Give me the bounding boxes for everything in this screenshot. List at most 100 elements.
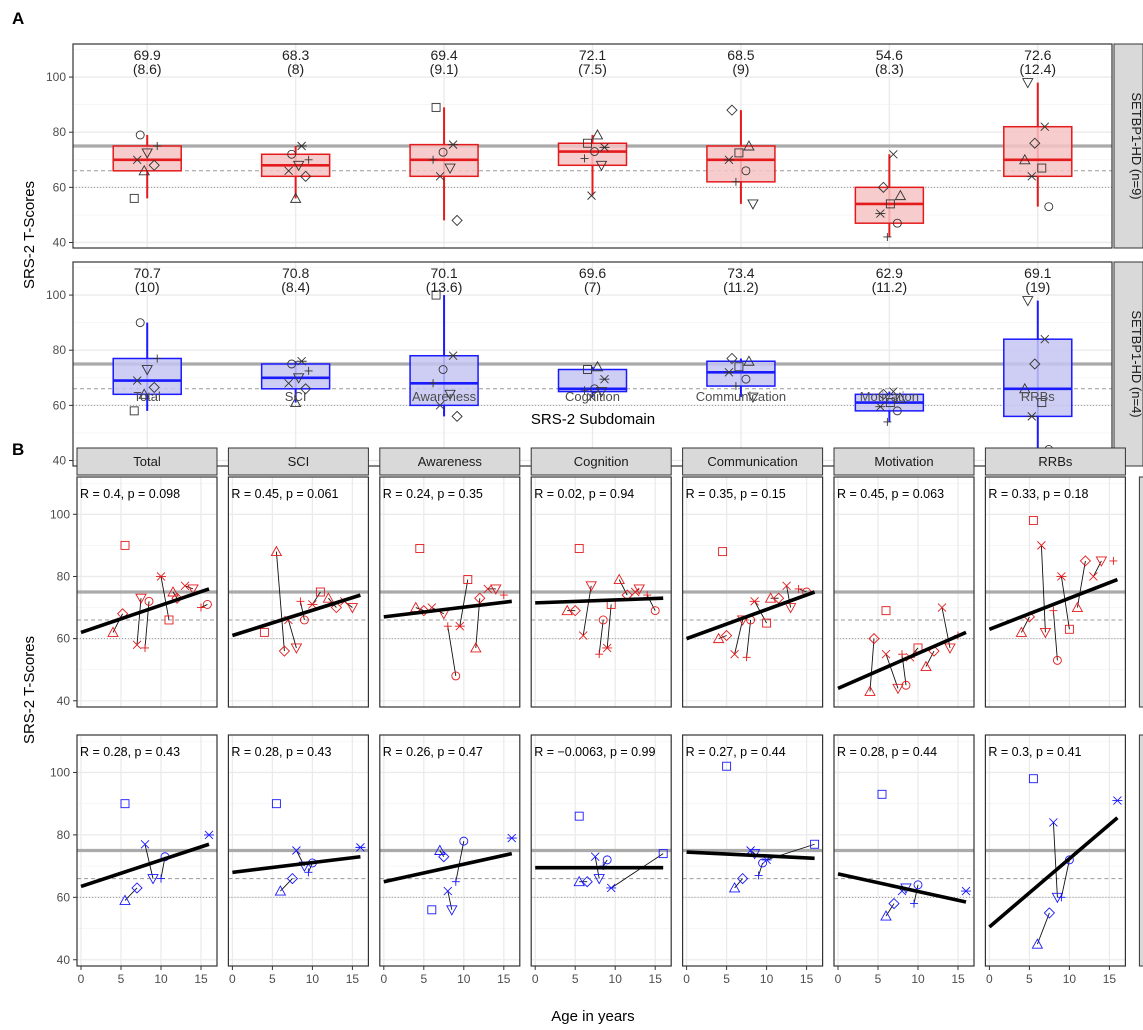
mean-label: 70.7 [134, 265, 161, 281]
sd-label: (19) [1025, 279, 1050, 295]
data-point [602, 643, 613, 653]
data-point [1043, 907, 1056, 919]
data-point [864, 685, 876, 696]
data-point [290, 643, 303, 654]
box-facet: 70.7(10)70.8(8.4)70.1(13.6)69.6(7)73.4(1… [46, 261, 1143, 467]
x-tick-label: 10 [609, 972, 623, 986]
regression-line [686, 850, 815, 861]
trajectory-line [136, 598, 142, 645]
scatter-facet: R = 0.45, p = 0.061 [227, 476, 369, 708]
x-tick-label: 0 [835, 972, 842, 986]
box-iqr [409, 354, 479, 407]
scatter-facet: R = 0.3, p = 0.41 0 5 10 15 [984, 734, 1127, 986]
sd-label: (8.3) [875, 61, 904, 77]
x-tick-label: 15 [951, 972, 965, 986]
data-point [944, 643, 956, 654]
data-point [920, 660, 932, 672]
x-tick-label: 10 [1063, 972, 1077, 986]
data-point [590, 147, 599, 156]
data-point [892, 406, 902, 416]
x-tick-label: 10 [154, 972, 168, 986]
data-point [758, 858, 768, 868]
facet-strip [1113, 43, 1143, 249]
correlation-label: R = 0.28, p = 0.43 [231, 745, 331, 759]
data-point [1028, 516, 1038, 525]
data-point [307, 600, 318, 609]
y-tick-label: 60 [53, 180, 67, 194]
data-point [284, 378, 293, 388]
data-point [287, 359, 297, 369]
data-point [470, 642, 482, 653]
facet-border [227, 476, 369, 708]
data-point [135, 318, 145, 328]
scatter-facet: R = 0.26, p = 0.47 0 5 10 15 [379, 734, 521, 986]
scatter-facet: R = 0.35, p = 0.15 [681, 476, 824, 708]
data-point [1026, 172, 1037, 181]
data-point [429, 155, 438, 164]
data-point [506, 833, 517, 843]
x-tick-label: RRBs [1021, 389, 1055, 404]
trajectory-line [160, 576, 170, 621]
sd-label: (8) [287, 61, 304, 77]
data-point [454, 621, 465, 631]
data-point [346, 603, 359, 614]
data-point [1028, 774, 1038, 784]
data-point [129, 406, 139, 416]
panel-a: 69.9(8.6) 68.3(8) 69.4(9.1) 72.1(7.5) 68.5(9… [46, 43, 1143, 470]
regression-line [988, 577, 1119, 631]
x-tick-label: 10 [457, 972, 471, 986]
facet-strip-label: Awareness [418, 454, 483, 469]
data-point [451, 671, 461, 681]
scatter-facet: R = 0.02, p = 0.94 [530, 476, 672, 708]
data-point [723, 367, 734, 377]
data-point [451, 410, 463, 423]
correlation-label: R = 0.28, p = 0.43 [80, 745, 180, 759]
data-point [141, 643, 149, 652]
correlation-label: R = 0.28, p = 0.44 [837, 745, 937, 759]
scatter-facet: R = 0.33, p = 0.18 [984, 476, 1127, 708]
data-point [197, 603, 205, 612]
data-point [435, 172, 445, 181]
data-point [483, 584, 493, 594]
data-point [499, 591, 508, 600]
data-point [147, 874, 159, 885]
box-facet: 69.9(8.6) 68.3(8) 69.4(9.1) 72.1(7.5) 68.5(9… [46, 43, 1143, 249]
data-point [583, 365, 592, 374]
scatter-facet: R = −0.0063, p = 0.99 0 5 10 15 [530, 734, 672, 986]
facet-border [681, 734, 824, 967]
data-point [569, 605, 581, 617]
facet-border [379, 734, 521, 967]
data-point [296, 356, 307, 366]
data-point [1022, 78, 1034, 89]
x-tick-label: 5 [1026, 972, 1033, 986]
mean-label: 72.6 [1024, 47, 1051, 63]
data-point [156, 572, 166, 581]
data-point [595, 650, 604, 659]
data-point [304, 155, 313, 164]
mean-label: 54.6 [876, 47, 903, 63]
x-tick-label: Cognition [565, 389, 620, 404]
scatter-facet: R = 0.28, p = 0.43 0 5 10 15 [227, 734, 369, 986]
trajectory-line [1036, 912, 1050, 945]
x-tick-label: 15 [1103, 972, 1117, 986]
data-point [741, 166, 751, 176]
regression-line [685, 590, 816, 641]
sd-label: (12.4) [1019, 61, 1056, 77]
data-point [300, 383, 312, 395]
trajectory-line [885, 654, 899, 689]
data-point [731, 177, 740, 186]
data-point [284, 166, 293, 176]
x-tick-label: 15 [649, 972, 663, 986]
data-point [1071, 601, 1084, 612]
facet-strip [76, 447, 218, 476]
data-point [144, 596, 154, 606]
data-point [633, 584, 645, 595]
data-point [1031, 938, 1044, 949]
correlation-label: R = 0.4, p = 0.098 [80, 487, 180, 501]
data-point [749, 597, 760, 606]
data-point [1026, 412, 1037, 421]
data-point [885, 398, 895, 408]
data-point [140, 839, 150, 849]
y-tick-label: 80 [53, 125, 67, 139]
x-tick-label: SCI [285, 389, 307, 404]
